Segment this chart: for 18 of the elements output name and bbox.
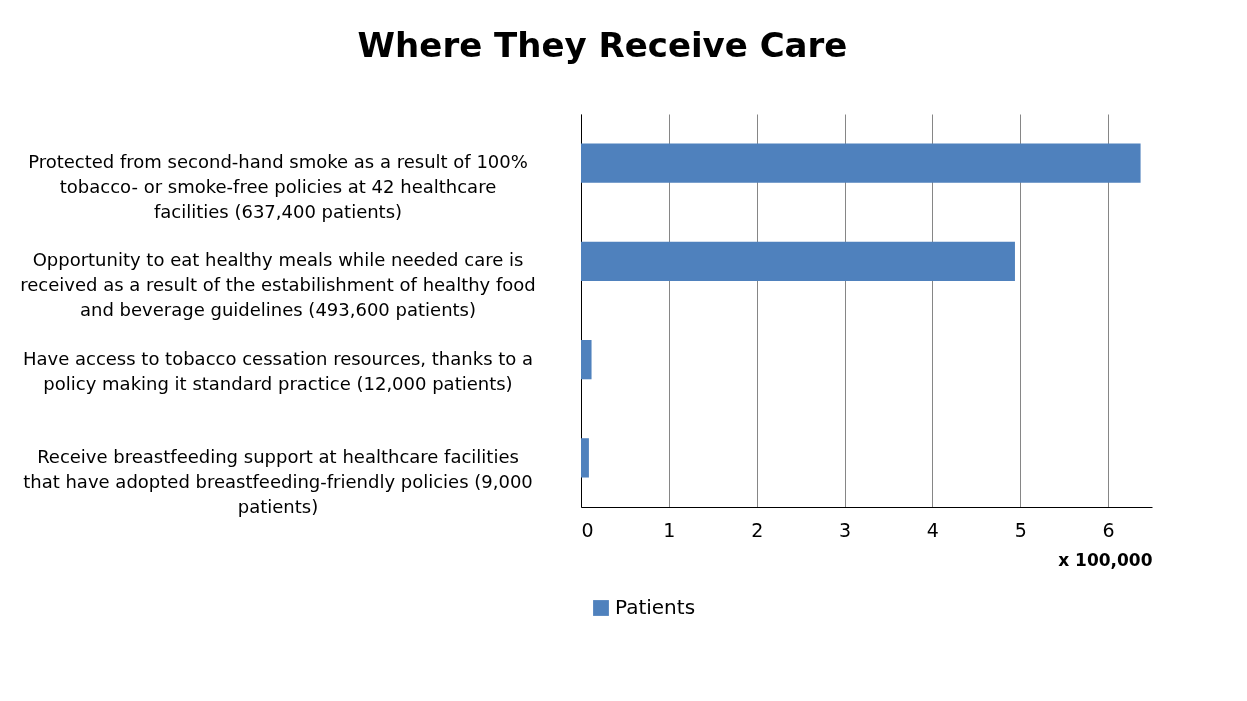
y-tick-label: Opportunity to eat healthy meals while needed care is received as a result of the estabilishment of healthy food and beverage guidelines (493,600 patients) [20, 249, 536, 321]
x-tick-label: 1 [663, 518, 676, 541]
bar [581, 438, 589, 478]
x-tick-label: 5 [1014, 518, 1027, 541]
y-tick-label: Have access to tobacco cessation resources, thanks to a policy making it standard practice (12,000 patients) [22, 347, 534, 394]
x-tick-label: 2 [751, 518, 764, 541]
y-tick-label: Protected from second-hand smoke as a result of 100% tobacco- or smoke-free policies at 42 healthcare facilities (637,400 patients) [28, 151, 528, 223]
x-tick-label: 4 [926, 518, 939, 541]
bar [581, 241, 1015, 282]
x-tick-label: 6 [1102, 518, 1115, 541]
x-axis-title: x 100,000 [1058, 549, 1153, 570]
y-tick-label: Receive breastfeeding support at healthcare facilities that have adopted breastfeeding-friendly policies (9,000 patients) [23, 445, 533, 517]
chart-title: Where They Receive Care [357, 25, 848, 65]
bar [581, 339, 592, 380]
bar [581, 143, 1141, 183]
legend-label: Patients [615, 595, 696, 619]
x-tick-label: 0 [581, 518, 594, 541]
x-tick-label: 3 [838, 518, 852, 541]
